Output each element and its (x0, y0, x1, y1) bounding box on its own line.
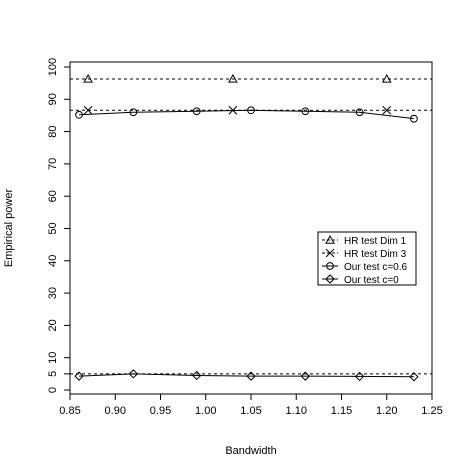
x-tick-label: 0.85 (59, 405, 80, 417)
marker (83, 105, 93, 115)
legend-label: Our test c=0 (344, 275, 399, 286)
marker (246, 371, 256, 381)
legend-label: Our test c=0.6 (344, 262, 408, 273)
marker (192, 107, 201, 116)
legend-box (317, 231, 417, 286)
plot-frame (69, 61, 433, 395)
marker (381, 73, 392, 83)
marker (300, 371, 311, 381)
y-tick-label: 40 (47, 255, 59, 267)
y-tick-label: 5 (47, 371, 59, 377)
y-tick-label: 90 (47, 93, 59, 105)
y-tick-label: 10 (47, 352, 59, 364)
marker (410, 114, 418, 123)
legend-marker (325, 248, 335, 258)
marker (382, 105, 392, 115)
marker (409, 372, 419, 382)
x-tick-label: 0.95 (150, 405, 171, 417)
marker (247, 106, 255, 115)
y-tick-label: 50 (47, 222, 59, 234)
y-tick-label: 80 (47, 125, 59, 137)
y-tick-label: 30 (47, 287, 59, 299)
series-line (79, 109, 414, 120)
x-axis-label: Bandwidth (225, 445, 276, 457)
x-tick-label: 1.10 (286, 405, 307, 417)
marker (228, 73, 238, 83)
x-tick-label: 1.15 (331, 405, 352, 417)
marker (128, 369, 139, 379)
marker (83, 73, 93, 83)
x-tick-label: 1.00 (195, 405, 216, 417)
marker (74, 371, 84, 381)
legend-marker (326, 262, 334, 270)
y-axis-label: Empirical power (3, 189, 15, 268)
y-tick-label: 100 (47, 58, 59, 76)
legend-marker (325, 234, 335, 244)
marker (354, 371, 365, 382)
x-tick-label: 1.20 (376, 405, 397, 417)
marker (355, 108, 364, 117)
series-line (79, 373, 414, 378)
marker (191, 370, 202, 381)
y-tick-label: 70 (47, 158, 59, 170)
x-tick-label: 1.05 (240, 405, 261, 417)
y-tick-label: 0 (47, 387, 59, 393)
x-tick-label: 0.90 (105, 405, 126, 417)
marker (301, 107, 310, 116)
marker (75, 110, 83, 119)
y-tick-label: 60 (47, 190, 59, 202)
marker (129, 108, 138, 117)
x-tick-label: 1.25 (421, 405, 442, 417)
legend-label: HR test Dim 3 (344, 249, 407, 260)
legend-marker (325, 274, 335, 284)
legend-label: HR test Dim 1 (344, 236, 407, 247)
y-tick-label: 20 (47, 319, 59, 331)
